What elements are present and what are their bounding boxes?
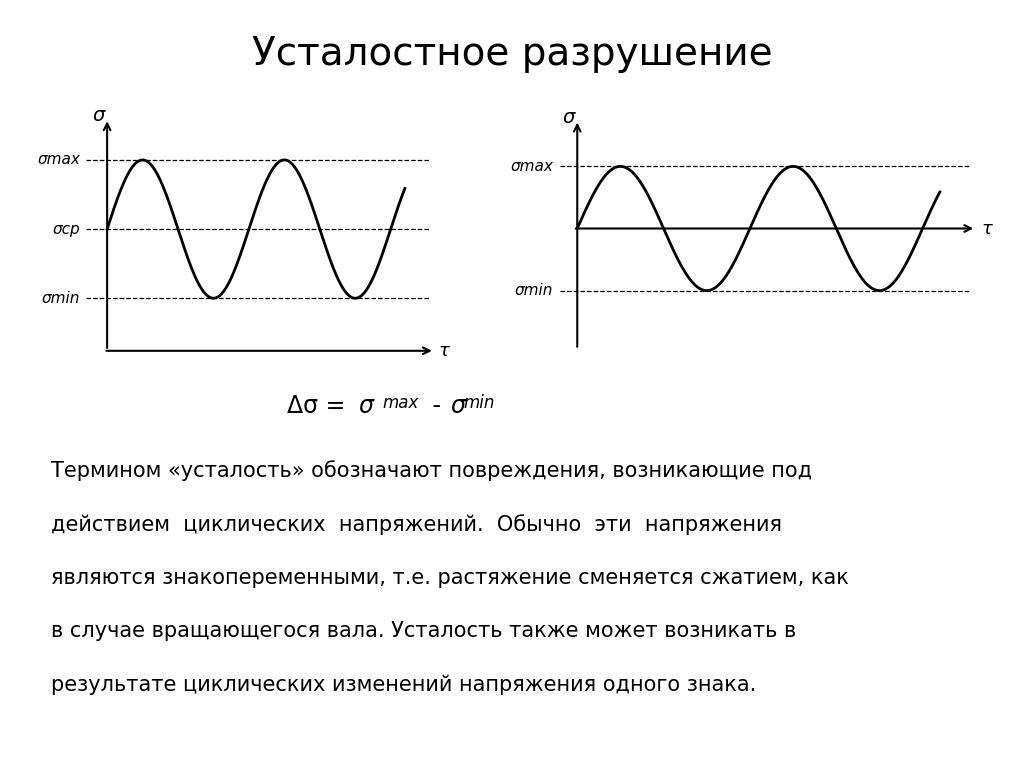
Text: σmax: σmax xyxy=(37,153,80,167)
Text: σcp: σcp xyxy=(52,222,80,236)
Text: Усталостное разрушение: Усталостное разрушение xyxy=(252,35,772,73)
Text: действием  циклических  напряжений.  Обычно  эти  напряжения: действием циклических напряжений. Обычно… xyxy=(51,514,782,535)
Text: σ: σ xyxy=(562,108,574,127)
Text: в случае вращающегося вала. Усталость также может возникать в: в случае вращающегося вала. Усталость та… xyxy=(51,621,797,641)
Text: -: - xyxy=(425,394,449,418)
Text: результате циклических изменений напряжения одного знака.: результате циклических изменений напряже… xyxy=(51,675,757,696)
Text: σ: σ xyxy=(358,394,374,418)
Text: являются знакопеременными, т.е. растяжение сменяется сжатием, как: являются знакопеременными, т.е. растяжен… xyxy=(51,568,849,588)
Text: τ: τ xyxy=(981,219,992,238)
Text: σmax: σmax xyxy=(510,159,553,174)
Text: σ: σ xyxy=(92,106,104,125)
Text: Термином «усталость» обозначают повреждения, возникающие под: Термином «усталость» обозначают поврежде… xyxy=(51,460,812,481)
Text: min: min xyxy=(464,394,496,412)
Text: σ: σ xyxy=(451,394,466,418)
Text: τ: τ xyxy=(439,342,450,360)
Text: Δσ =: Δσ = xyxy=(287,394,352,418)
Text: σmin: σmin xyxy=(42,291,80,306)
Text: max: max xyxy=(382,394,419,412)
Text: σmin: σmin xyxy=(515,283,553,298)
